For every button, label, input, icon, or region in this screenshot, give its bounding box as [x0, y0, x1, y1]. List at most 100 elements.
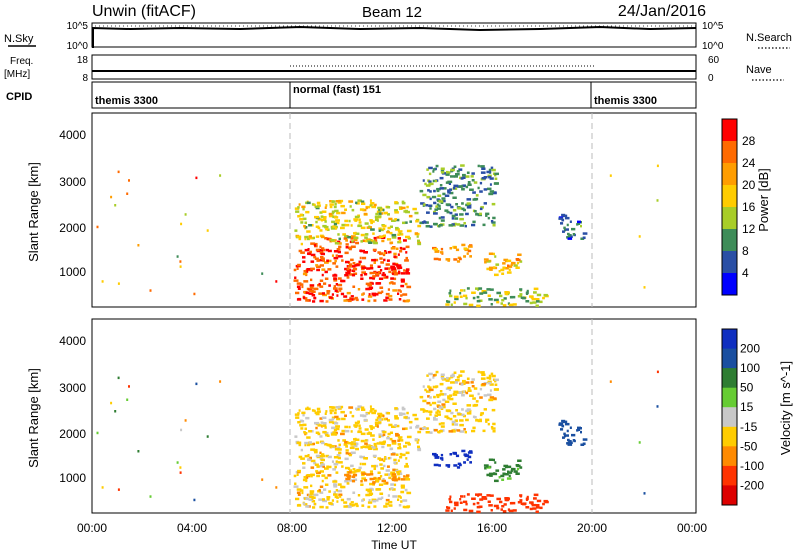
- power-data-point: [374, 271, 379, 274]
- power-data-point: [463, 255, 466, 258]
- velocity-data-point: [421, 427, 427, 430]
- velocity-data-point: [493, 504, 499, 508]
- velocity-data-point: [412, 413, 417, 417]
- velocity-data-point: [439, 393, 444, 396]
- velocity-data-point: [373, 409, 377, 413]
- velocity-y-axis-label: Slant Range [km]: [26, 368, 41, 468]
- velocity-data-point: [456, 429, 461, 432]
- power-ytick: 3000: [59, 175, 86, 189]
- velocity-data-point: [346, 497, 351, 501]
- velocity-data-point: [386, 412, 391, 415]
- power-data-point: [490, 220, 494, 223]
- power-data-point: [320, 257, 324, 260]
- power-data-point: [310, 224, 314, 227]
- velocity-data-point: [379, 441, 384, 444]
- power-data-point: [404, 282, 408, 286]
- power-data-point: [480, 171, 486, 174]
- velocity-data-point: [368, 499, 371, 502]
- velocity-data-point: [507, 470, 510, 473]
- velocity-data-point: [114, 410, 117, 413]
- velocity-data-point: [383, 505, 388, 508]
- power-data-point: [445, 170, 449, 174]
- velocity-data-point: [445, 376, 449, 380]
- velocity-data-point: [324, 467, 329, 470]
- power-data-point: [114, 204, 117, 207]
- power-data-point: [467, 249, 472, 253]
- velocity-data-point: [378, 414, 382, 417]
- power-data-point: [577, 220, 581, 224]
- velocity-data-point: [337, 407, 342, 410]
- velocity-data-point: [491, 427, 496, 430]
- velocity-data-point: [388, 487, 392, 491]
- velocity-data-point: [373, 442, 377, 446]
- power-data-point: [502, 266, 506, 269]
- velocity-data-point: [440, 425, 445, 428]
- velocity-data-point: [397, 459, 400, 462]
- power-data-point: [350, 245, 356, 248]
- power-data-point: [126, 192, 129, 195]
- velocity-data-point: [335, 425, 340, 428]
- velocity-data-point: [492, 458, 495, 462]
- power-data-point: [397, 271, 401, 275]
- velocity-data-point: [417, 430, 422, 434]
- velocity-data-point: [363, 418, 368, 422]
- velocity-data-point: [363, 479, 368, 482]
- power-data-point: [364, 239, 369, 243]
- velocity-data-point: [438, 406, 444, 409]
- velocity-data-point: [539, 506, 543, 510]
- velocity-data-point: [455, 379, 460, 382]
- power-data-point: [365, 282, 371, 286]
- velocity-data-point: [299, 424, 304, 427]
- power-data-point: [261, 272, 264, 275]
- velocity-data-point: [394, 415, 398, 418]
- velocity-data-point: [313, 409, 316, 413]
- velocity-data-point: [426, 401, 431, 405]
- velocity-data-point: [400, 484, 405, 487]
- power-data-point: [456, 170, 460, 173]
- power-data-point: [476, 304, 479, 308]
- velocity-data-point: [361, 408, 366, 411]
- velocity-data-point: [394, 424, 397, 427]
- power-data-point: [465, 296, 468, 300]
- power-data-point: [424, 182, 427, 186]
- power-data-point: [395, 226, 399, 230]
- power-data-point: [357, 199, 362, 202]
- power-data-point: [380, 212, 384, 215]
- power-data-point: [398, 232, 402, 235]
- velocity-data-point: [261, 478, 264, 481]
- velocity-data-point: [347, 452, 353, 455]
- power-data-point: [374, 258, 379, 262]
- power-data-point: [465, 212, 469, 216]
- power-data-point: [350, 258, 354, 262]
- power-data-point: [349, 296, 352, 300]
- power-data-point: [322, 293, 327, 297]
- power-data-point: [393, 272, 398, 276]
- power-data-point: [296, 235, 302, 238]
- velocity-data-point: [389, 431, 393, 434]
- velocity-data-point: [362, 445, 367, 448]
- velocity-data-point: [459, 430, 465, 433]
- power-data-point: [372, 240, 376, 243]
- power-data-point: [577, 222, 581, 225]
- velocity-data-point: [384, 473, 388, 476]
- velocity-panel: 4000 3000 2000 1000 Slant Range [km] 200…: [26, 318, 793, 514]
- velocity-data-point: [360, 455, 365, 459]
- power-data-point: [297, 263, 301, 267]
- colorbar-tick: 24: [742, 156, 756, 170]
- power-data-point: [320, 252, 325, 256]
- power-data-point: [459, 224, 465, 227]
- power-data-point: [463, 222, 466, 225]
- velocity-data-point: [379, 492, 384, 495]
- velocity-data-point: [456, 391, 461, 394]
- velocity-data-point: [309, 492, 314, 495]
- power-data-point: [433, 257, 439, 261]
- colorbar-tick: 4: [742, 266, 749, 280]
- velocity-data-point: [367, 505, 371, 509]
- power-data-point: [301, 285, 304, 289]
- power-data-point: [503, 297, 507, 300]
- power-data-point: [110, 195, 113, 199]
- velocity-data-point: [308, 498, 313, 501]
- velocity-data-point: [305, 407, 308, 411]
- power-data-point: [348, 200, 354, 203]
- velocity-data-point: [320, 463, 324, 466]
